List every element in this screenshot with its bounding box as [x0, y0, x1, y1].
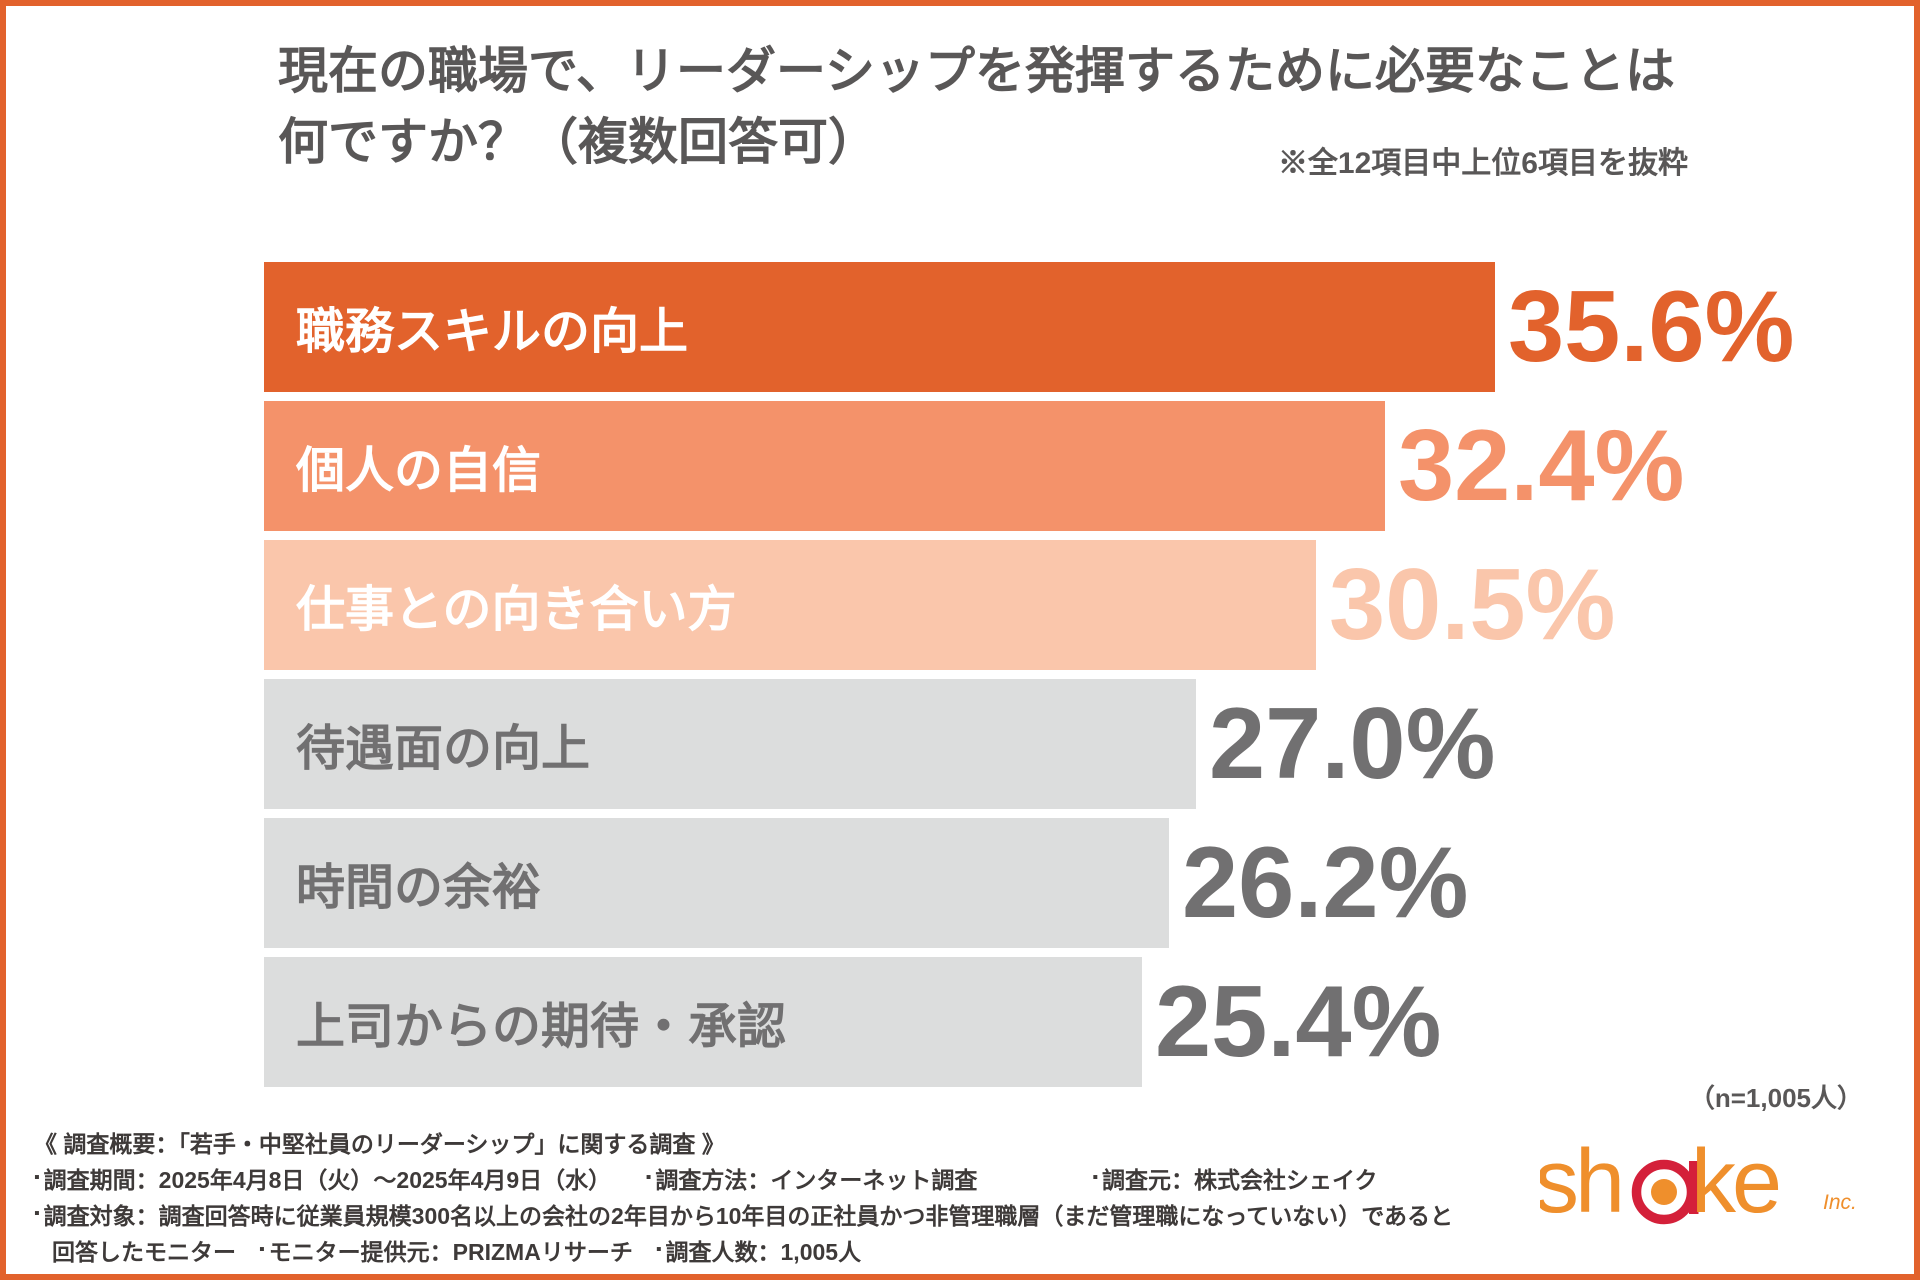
- svg-text:Inc.: Inc.: [1823, 1191, 1857, 1214]
- svg-text:ke: ke: [1691, 1142, 1779, 1232]
- svg-text:sh: sh: [1540, 1142, 1621, 1232]
